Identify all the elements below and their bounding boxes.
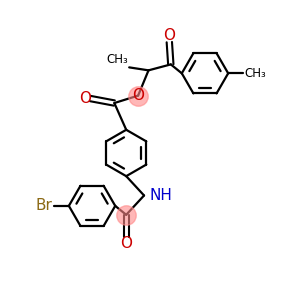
Text: CH₃: CH₃ <box>244 67 266 80</box>
Text: O: O <box>132 88 144 103</box>
Text: NH: NH <box>150 188 173 203</box>
Text: O: O <box>79 91 91 106</box>
Text: Br: Br <box>36 198 52 213</box>
Text: O: O <box>120 236 132 251</box>
Text: O: O <box>163 28 175 43</box>
Text: CH₃: CH₃ <box>106 53 128 66</box>
